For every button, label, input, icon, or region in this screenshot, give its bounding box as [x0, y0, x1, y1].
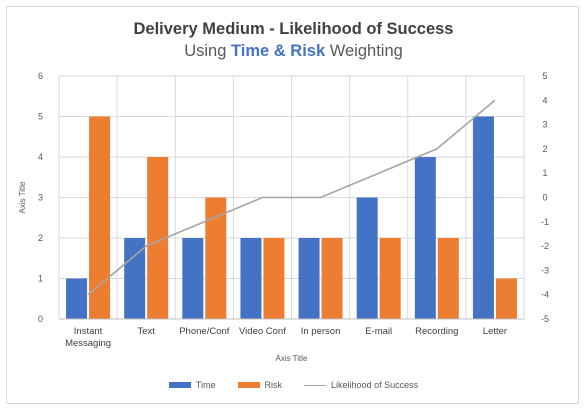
bar-time	[182, 238, 204, 319]
bar-risk	[437, 238, 459, 319]
x-tick-label: Recording	[415, 326, 458, 337]
chart-title: Delivery Medium - Likelihood of Success	[133, 20, 454, 38]
bar-time	[124, 238, 146, 319]
legend-line-likelihood	[304, 384, 327, 386]
y2-tick-label: 5	[542, 71, 547, 81]
line-likelihood-of-success	[87, 99, 496, 296]
y-tick-label: 5	[38, 112, 43, 122]
y-tick-label: 0	[38, 314, 43, 324]
legend-swatch-time	[168, 382, 191, 388]
x-tick-label: Phone/Conf	[179, 326, 230, 337]
legend-item-likelihood: Likelihood of Success	[304, 380, 418, 390]
y-tick-label: 2	[38, 233, 43, 243]
x-tick-label: Text	[137, 326, 155, 337]
subtitle-prefix: Using	[184, 42, 231, 60]
x-tick-label: Letter	[483, 326, 507, 337]
legend-item-time: Time	[168, 380, 216, 390]
x-tick-label: Instant	[74, 326, 103, 337]
y2-tick-label: -5	[541, 314, 549, 324]
bar-risk	[147, 157, 169, 319]
bar-time	[414, 157, 436, 319]
legend-label-likelihood: Likelihood of Success	[331, 380, 419, 390]
y2-tick-label: 4	[542, 95, 547, 105]
x-tick-label: Video Conf	[239, 326, 286, 337]
subtitle-middle: &	[269, 42, 291, 60]
y2-tick-label: -1	[541, 217, 549, 227]
legend: Time Risk Likelihood of Success	[0, 380, 587, 390]
x-tick-label: In person	[301, 326, 341, 337]
y-tick-label: 1	[38, 274, 43, 284]
subtitle-highlight-risk: Risk	[290, 42, 326, 60]
bar-time	[298, 238, 320, 319]
bar-risk	[495, 278, 517, 319]
x-tick-label: Messaging	[65, 338, 111, 349]
y-axis-title: Axis Title	[18, 181, 27, 214]
bar-risk	[379, 238, 401, 319]
legend-label-time: Time	[195, 380, 216, 390]
bar-time	[240, 238, 262, 319]
subtitle-highlight-time: Time	[230, 42, 270, 60]
legend-swatch-risk	[237, 382, 260, 388]
bar-time	[356, 197, 378, 319]
bar-time	[66, 278, 88, 319]
bar-risk	[263, 238, 285, 319]
y2-tick-label: -4	[541, 290, 549, 300]
x-tick-label: E-mail	[365, 326, 392, 337]
subtitle-suffix: Weighting	[325, 42, 403, 60]
y2-tick-label: -2	[541, 241, 549, 251]
y2-tick-label: 0	[542, 193, 547, 203]
chart-subtitle: Using Time & Risk Weighting	[0, 42, 587, 61]
legend-label-risk: Risk	[264, 380, 283, 390]
y-tick-label: 6	[38, 71, 43, 81]
y-tick-label: 4	[38, 152, 43, 162]
y2-tick-label: 2	[542, 144, 547, 154]
y-tick-label: 3	[38, 193, 43, 203]
y2-tick-label: -3	[541, 265, 549, 275]
bar-time	[472, 116, 494, 319]
y2-tick-label: 3	[542, 120, 547, 130]
bar-risk	[89, 116, 111, 319]
legend-item-risk: Risk	[237, 380, 283, 390]
x-axis-title: Axis Title	[275, 354, 308, 363]
y2-tick-label: 1	[542, 168, 547, 178]
bar-risk	[321, 238, 343, 319]
bar-risk	[205, 197, 227, 319]
